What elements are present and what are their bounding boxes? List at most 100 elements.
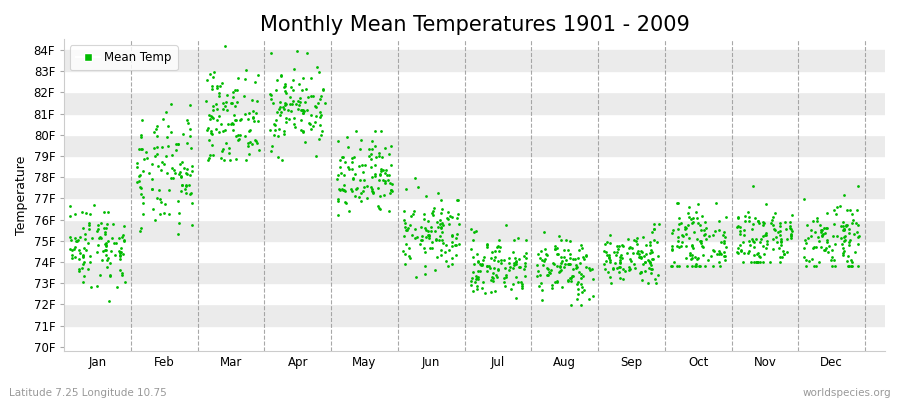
Point xyxy=(696,252,710,258)
Point xyxy=(540,272,554,279)
Point xyxy=(598,260,612,267)
Point xyxy=(354,137,368,143)
Point xyxy=(644,266,659,272)
Point xyxy=(784,233,798,239)
Point xyxy=(634,268,648,275)
Point xyxy=(202,137,217,144)
Point xyxy=(171,141,185,147)
Point xyxy=(756,219,770,225)
Point xyxy=(230,117,244,123)
Point xyxy=(691,201,706,207)
Point xyxy=(544,267,558,273)
Point xyxy=(264,127,278,134)
Point xyxy=(183,172,197,178)
Point xyxy=(565,256,580,262)
Point xyxy=(685,255,699,261)
Point xyxy=(112,253,127,260)
Point xyxy=(70,238,85,244)
Point xyxy=(334,170,348,176)
Point xyxy=(287,115,302,121)
Point xyxy=(437,248,452,255)
Point xyxy=(449,230,464,237)
Point xyxy=(491,267,505,273)
Point xyxy=(771,245,786,251)
Point xyxy=(540,252,554,258)
Point xyxy=(531,251,545,258)
Point xyxy=(652,221,666,227)
Point xyxy=(375,167,390,174)
Point xyxy=(379,166,393,173)
Point xyxy=(616,242,630,249)
Point xyxy=(488,248,502,254)
Point xyxy=(430,190,445,196)
Point xyxy=(779,226,794,232)
Point xyxy=(845,217,859,224)
Point xyxy=(414,236,428,243)
Point xyxy=(839,223,853,229)
Point xyxy=(464,282,479,288)
Point xyxy=(345,166,359,172)
Point xyxy=(246,114,260,120)
Point xyxy=(90,282,104,289)
Point xyxy=(378,145,392,152)
Point xyxy=(641,280,655,286)
Point xyxy=(375,154,390,160)
Point xyxy=(164,129,178,135)
Point xyxy=(150,132,165,139)
Point xyxy=(836,237,850,244)
Point xyxy=(759,201,773,208)
Point xyxy=(202,152,217,158)
Point xyxy=(344,186,358,192)
Point xyxy=(626,237,641,243)
Point xyxy=(836,227,850,234)
Point xyxy=(384,187,399,194)
Point xyxy=(683,256,698,262)
Point xyxy=(644,256,659,262)
Point xyxy=(300,50,314,56)
Point xyxy=(433,217,447,223)
Point xyxy=(216,146,230,152)
Point xyxy=(626,250,640,256)
Point xyxy=(98,247,112,253)
Point xyxy=(630,240,644,247)
Point xyxy=(622,267,636,273)
Point xyxy=(131,146,146,152)
Point xyxy=(212,128,226,135)
Point xyxy=(306,93,320,99)
Point xyxy=(741,208,755,215)
Point xyxy=(263,91,277,97)
Point xyxy=(815,232,830,238)
Point xyxy=(799,240,814,247)
Point xyxy=(145,176,159,182)
Point xyxy=(804,227,818,234)
Point xyxy=(295,75,310,81)
Bar xyxy=(64,283,885,304)
Point xyxy=(814,229,828,236)
Point xyxy=(205,86,220,92)
Point xyxy=(470,251,484,258)
Point xyxy=(270,109,284,115)
Point xyxy=(210,83,224,89)
Point xyxy=(376,192,391,198)
Point xyxy=(162,210,176,217)
Point xyxy=(300,107,314,114)
Point xyxy=(485,274,500,280)
Point xyxy=(736,259,751,265)
Point xyxy=(336,186,350,193)
Point xyxy=(734,247,748,253)
Point xyxy=(296,128,310,134)
Point xyxy=(247,107,261,114)
Point xyxy=(731,223,745,229)
Point xyxy=(423,228,437,234)
Point xyxy=(464,246,478,252)
Point xyxy=(633,254,647,260)
Bar xyxy=(64,220,885,241)
Point xyxy=(345,155,359,162)
Point xyxy=(784,230,798,237)
Point xyxy=(840,258,854,264)
Point xyxy=(508,254,522,261)
Point xyxy=(182,181,196,188)
Point xyxy=(356,169,370,176)
Point xyxy=(533,255,547,262)
Point xyxy=(470,286,484,292)
